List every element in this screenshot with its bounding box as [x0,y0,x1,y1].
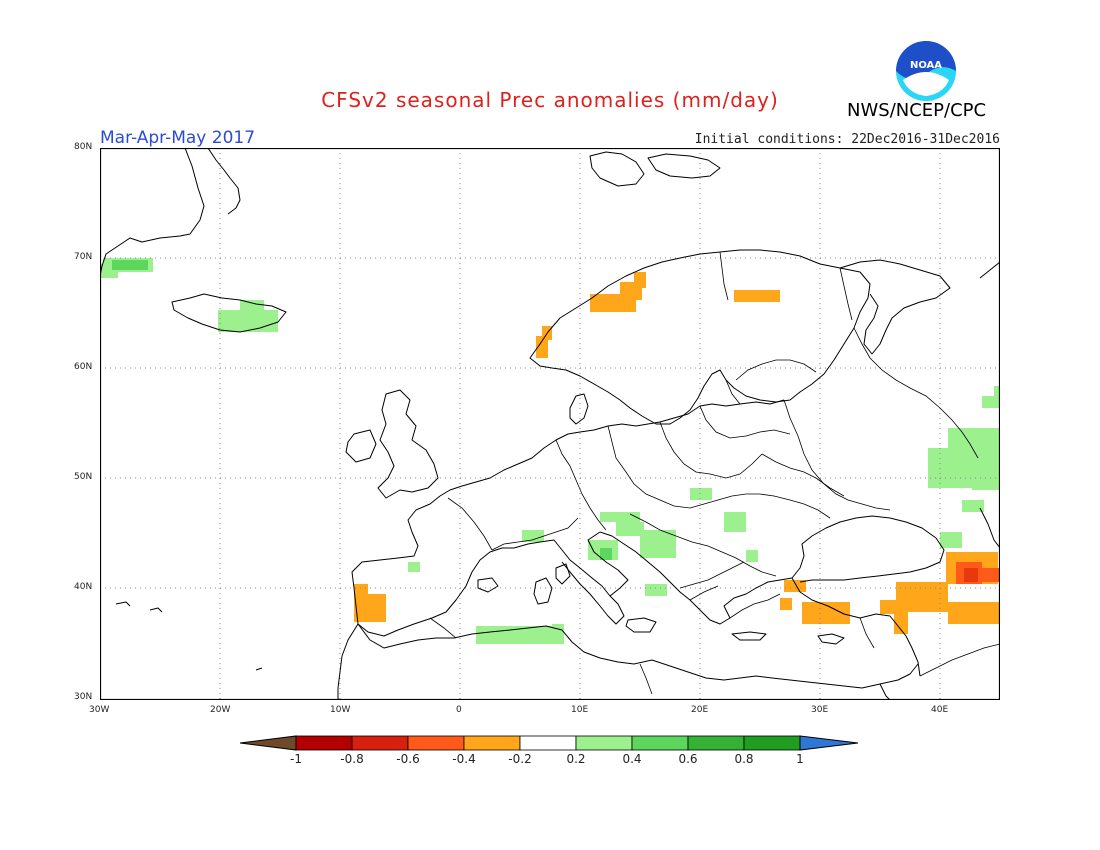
noaa-logo-text: NOAA [910,60,942,71]
lon-label-30w: 30W [89,705,110,715]
colorbar-segment [575,735,633,751]
lon-label-10w: 10W [330,705,351,715]
map-title: CFSv2 seasonal Prec anomalies (mm/day) [321,88,779,112]
colorbar-segment [519,735,577,751]
agency-label: NWS/NCEP/CPC [847,100,987,121]
colorbar-segment [743,735,801,751]
colorbar-label-1: 1 [796,752,804,766]
lat-label-70n: 70N [74,252,93,262]
colorbar-label-0-6: 0.6 [678,752,698,766]
colorbar-arrow-low [240,735,297,751]
lat-label-60n: 60N [74,362,93,372]
initial-conditions-label: Initial conditions: 22Dec2016-31Dec2016 [694,132,1000,147]
map-frame [100,148,1000,700]
lon-label-40e: 40E [931,705,949,715]
colorbar-segment [463,735,521,751]
colorbar-label-0-8: 0.8 [734,752,754,766]
anomaly-map [100,148,1000,700]
colorbar-label-neg1: -1 [290,752,302,766]
colorbar [240,735,859,751]
colorbar-label-neg0-2: -0.2 [508,752,532,766]
lon-label-10e: 10E [571,705,589,715]
lat-label-80n: 80N [74,142,93,152]
noaa-logo: NOAA [896,41,956,101]
lat-label-30n: 30N [74,692,93,702]
colorbar-segment [295,735,353,751]
colorbar-segment [631,735,689,751]
coastlines [100,148,1000,700]
lon-label-30e: 30E [811,705,829,715]
lon-label-0: 0 [456,705,462,715]
country-borders [429,251,1000,695]
lon-label-20e: 20E [691,705,709,715]
colorbar-arrow-high [799,735,859,751]
colorbar-label-neg0-8: -0.8 [340,752,364,766]
colorbar-label-0-4: 0.4 [622,752,642,766]
lat-label-50n: 50N [74,472,93,482]
lat-label-40n: 40N [74,582,93,592]
lon-label-20w: 20W [210,705,231,715]
period-label: Mar-Apr-May 2017 [100,128,256,148]
colorbar-label-neg0-4: -0.4 [452,752,476,766]
colorbar-segment [351,735,409,751]
colorbar-segment [407,735,465,751]
anomaly-cells [100,258,1000,644]
colorbar-segment [687,735,745,751]
colorbar-label-neg0-6: -0.6 [396,752,420,766]
colorbar-segments [240,735,859,751]
colorbar-label-0-2: 0.2 [566,752,586,766]
